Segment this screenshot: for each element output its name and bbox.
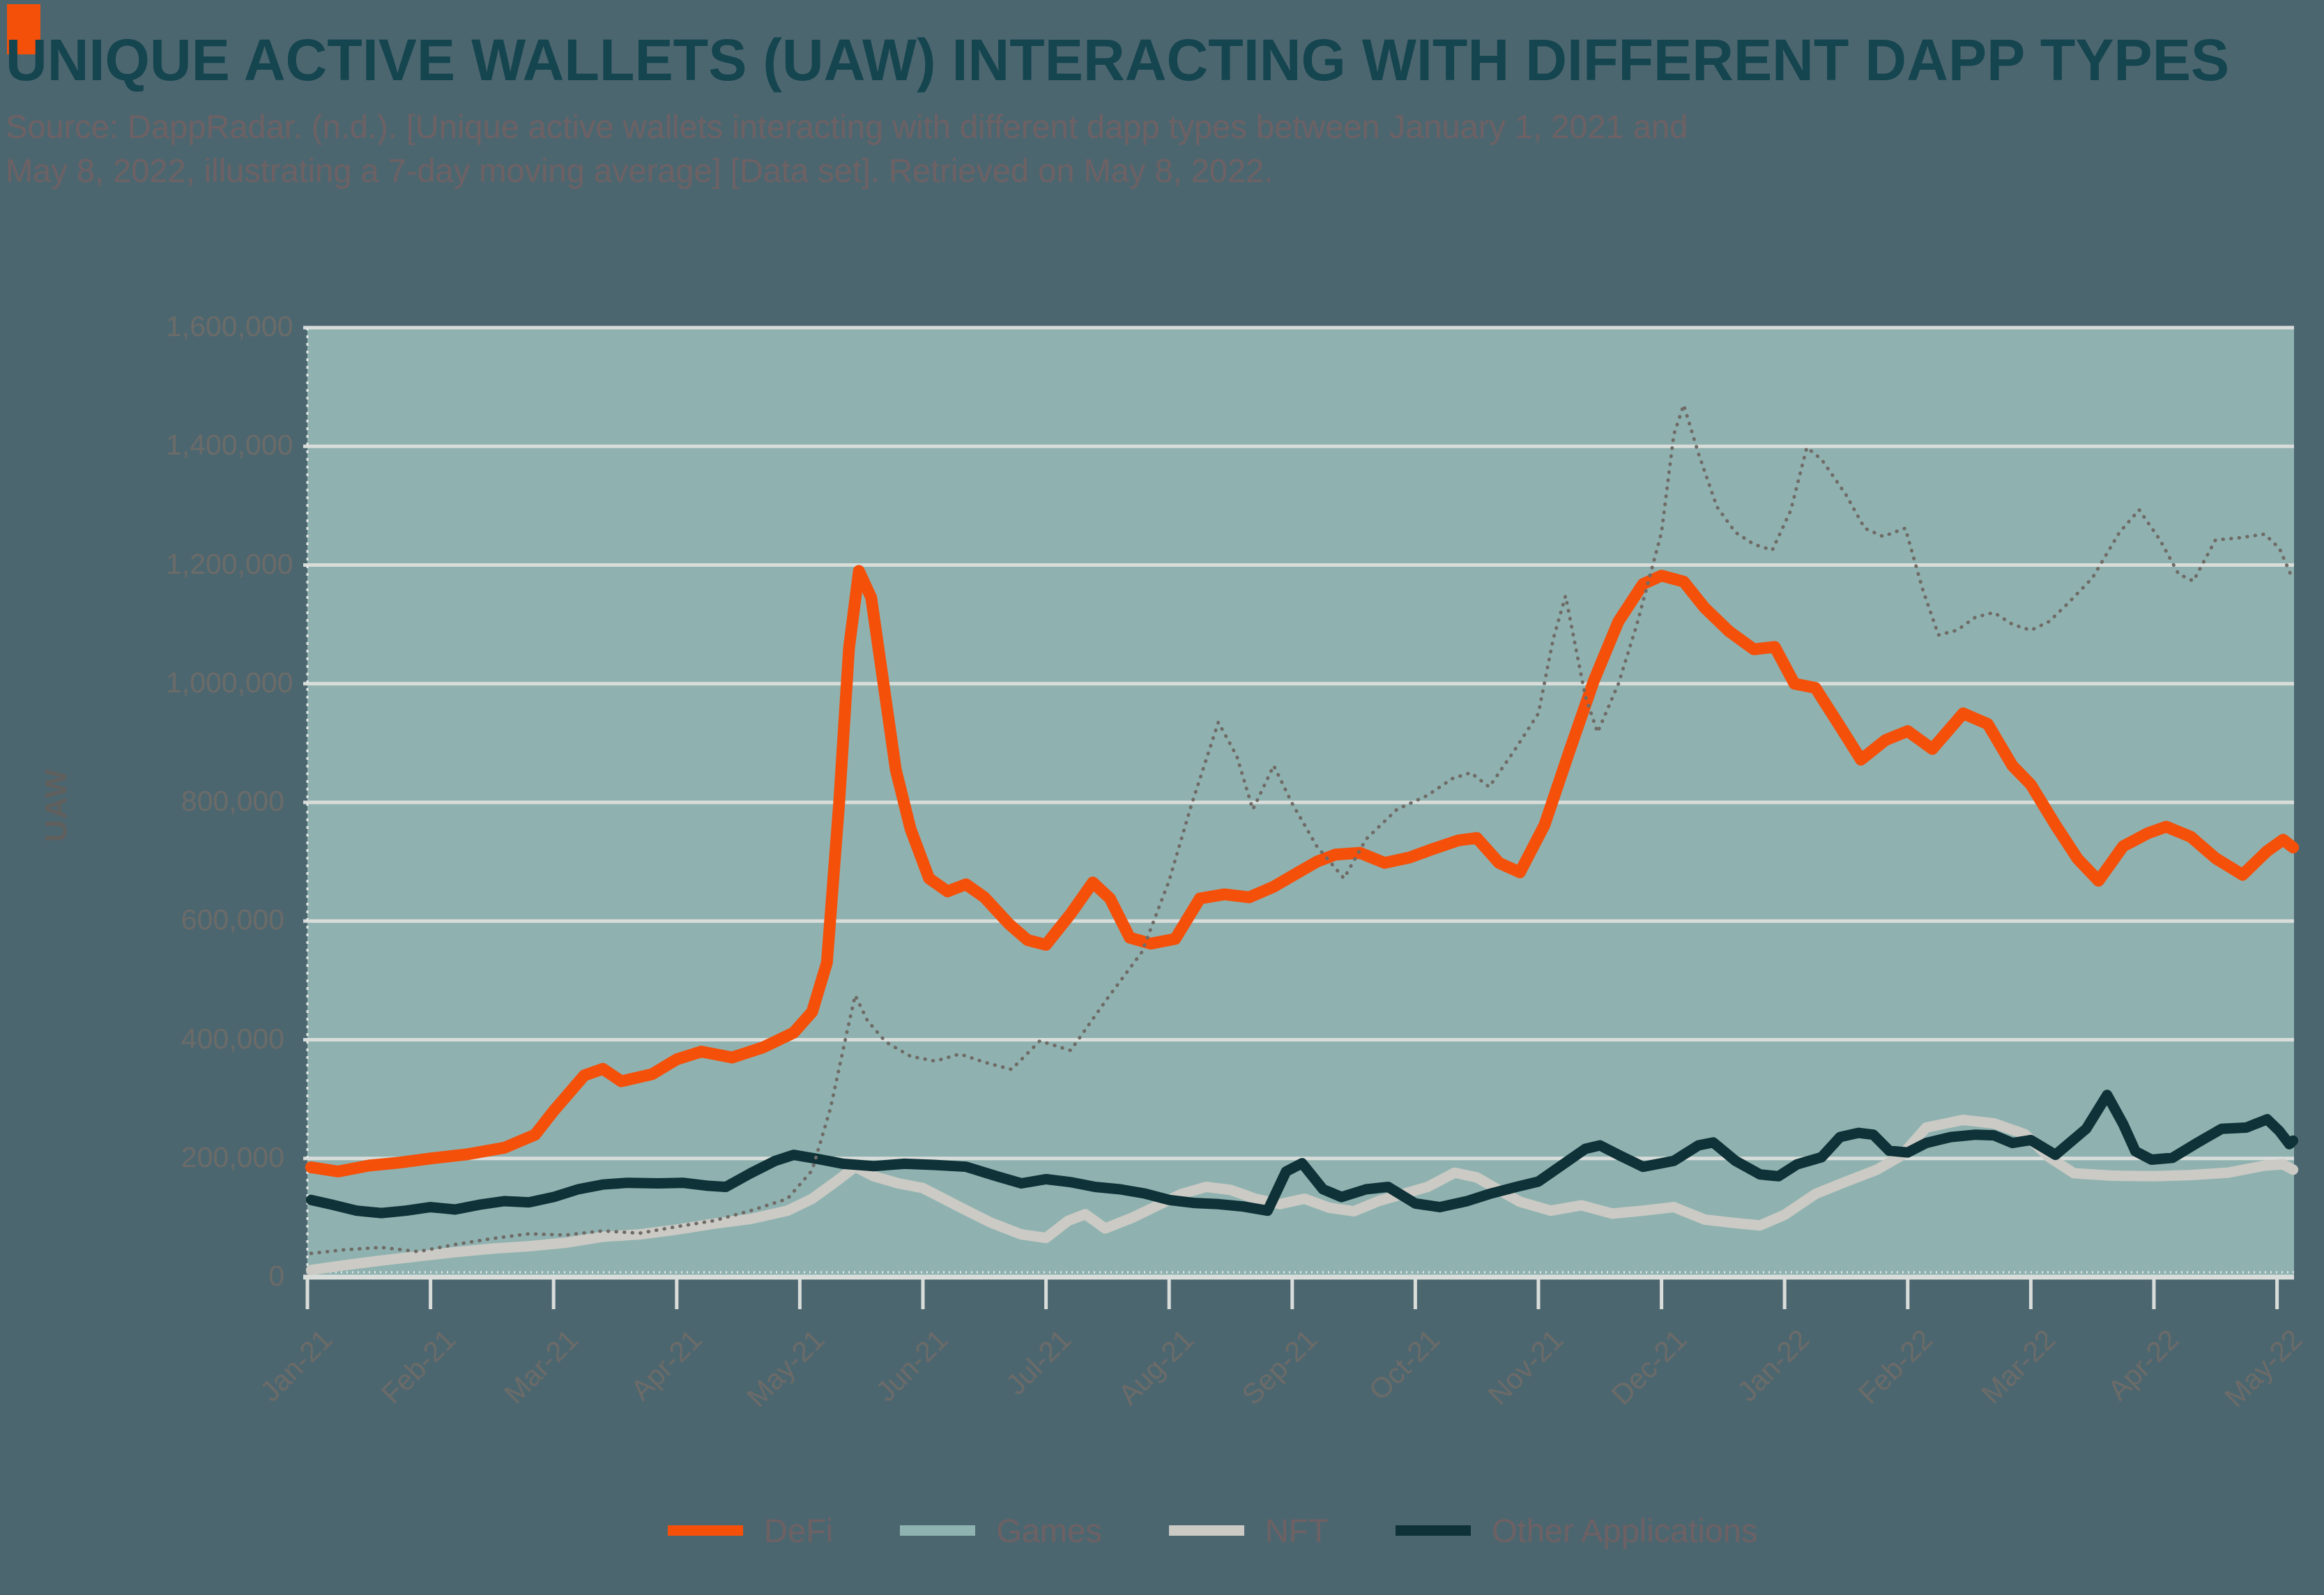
legend: DeFi Games NFT Other Applications bbox=[668, 1511, 1758, 1550]
series-other-applications bbox=[305, 1090, 2299, 1219]
y-axis-tick-label: 200,000 bbox=[181, 1140, 284, 1173]
legend-item-label: NFT bbox=[1264, 1512, 1329, 1549]
legend-swatch bbox=[900, 1525, 976, 1536]
page-title: UNIQUE ACTIVE WALLETS (UAW) INTERACTING … bbox=[6, 27, 2230, 93]
y-axis-tick-label: 1,200,000 bbox=[166, 547, 293, 580]
legend-swatch bbox=[1168, 1525, 1244, 1536]
legend-swatch bbox=[1396, 1525, 1471, 1536]
series-defi bbox=[305, 565, 2300, 1177]
y-axis-tick-label: 1,400,000 bbox=[166, 429, 293, 461]
series-games bbox=[309, 403, 2295, 1256]
source-citation: Source: DappRadar. (n.d.). [Unique activ… bbox=[6, 105, 2292, 192]
legend-item: DeFi bbox=[668, 1511, 833, 1550]
source-citation-line1: Source: DappRadar. (n.d.). [Unique activ… bbox=[6, 108, 1688, 145]
legend-item-label: Games bbox=[996, 1512, 1102, 1549]
y-axis-tick-label: 400,000 bbox=[181, 1022, 284, 1055]
legend-item: NFT bbox=[1168, 1511, 1329, 1550]
y-axis-title: UAW bbox=[38, 768, 73, 842]
legend-item: Other Applications bbox=[1396, 1511, 1758, 1550]
source-citation-line2: May 8, 2022, illustrating a 7-day moving… bbox=[6, 152, 1274, 189]
y-axis-tick-label: 600,000 bbox=[181, 903, 284, 936]
legend-item: Games bbox=[900, 1511, 1102, 1550]
legend-item-label: DeFi bbox=[764, 1512, 834, 1549]
series-nft bbox=[305, 1114, 2299, 1276]
y-axis-tick-label: 1,600,000 bbox=[166, 310, 293, 342]
y-axis-tick-label: 1,000,000 bbox=[166, 666, 293, 699]
accent-block bbox=[7, 4, 40, 54]
legend-swatch bbox=[668, 1525, 743, 1536]
y-axis-tick-label: 0 bbox=[268, 1260, 284, 1292]
y-axis-tick-label: 800,000 bbox=[181, 785, 284, 817]
legend-item-label: Other Applications bbox=[1492, 1512, 1758, 1549]
